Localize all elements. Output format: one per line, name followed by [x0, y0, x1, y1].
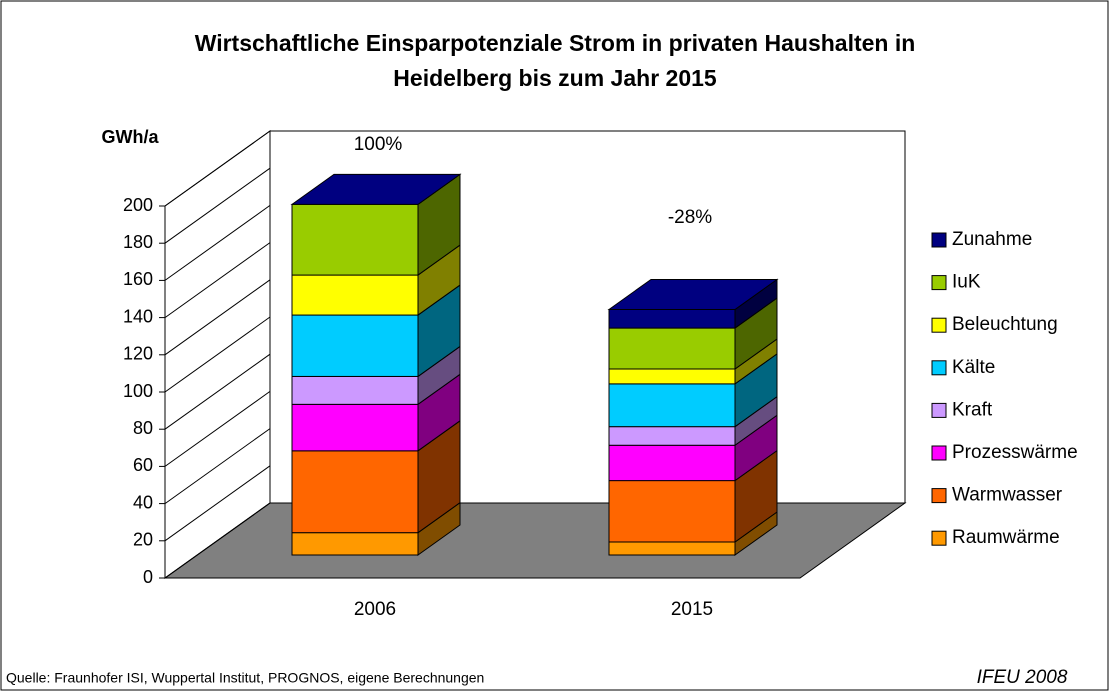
- legend-swatch: [931, 530, 947, 546]
- bar-front: [291, 203, 419, 276]
- y-tick-label: 160: [123, 269, 153, 289]
- y-tick-label: 40: [133, 492, 153, 512]
- grid-line: [164, 130, 271, 207]
- bar-segment: [291, 419, 461, 534]
- y-tick-label: 180: [123, 232, 153, 252]
- bar-front: [608, 383, 736, 428]
- bar-front: [608, 444, 736, 482]
- y-tick-label: 0: [143, 567, 153, 587]
- bar-front: [291, 450, 419, 534]
- grid-line: [164, 502, 271, 579]
- legend-swatch: [931, 488, 947, 504]
- bar-segment: [291, 244, 461, 317]
- legend-swatch: [931, 232, 947, 248]
- bar-segment: [607, 278, 779, 330]
- bar-segment: [608, 352, 778, 428]
- y-tick-label: 60: [133, 455, 153, 475]
- bar-front: [608, 327, 736, 370]
- legend-label: Raumwärme: [952, 527, 1060, 548]
- grid-line: [164, 428, 271, 505]
- bar-front: [291, 274, 419, 316]
- legend-label: Prozesswärme: [952, 442, 1078, 463]
- bar-segment: [291, 345, 461, 406]
- bar-segment: [291, 501, 461, 556]
- bar-front: [608, 308, 736, 329]
- floor: [163, 502, 907, 579]
- bar-segment: [291, 173, 461, 277]
- legend-label: Beleuchtung: [952, 314, 1058, 335]
- bar-front: [608, 480, 736, 543]
- legend-label: Warmwasser: [952, 485, 1063, 506]
- bar-segment: [291, 373, 461, 452]
- legend-swatch: [931, 360, 947, 376]
- bar-top: [607, 278, 779, 310]
- y-tick-label: 200: [123, 195, 153, 215]
- legend-label: Kraft: [952, 399, 993, 420]
- bar-front: [608, 368, 736, 385]
- bar-segment: [608, 511, 778, 556]
- grid-line: [164, 204, 271, 281]
- bar-front: [608, 541, 736, 556]
- annotation: -28%: [668, 207, 712, 228]
- legend-swatch: [931, 317, 947, 333]
- bar-front: [291, 403, 419, 452]
- bar-segment: [608, 414, 778, 482]
- chart-title: Wirtschaftliche Einsparpotenziale Strom …: [195, 30, 916, 56]
- grid-line: [164, 316, 271, 393]
- legend-swatch: [931, 275, 947, 291]
- source: Quelle: Fraunhofer ISI, Wuppertal Instit…: [6, 670, 484, 686]
- bar-top: [290, 173, 462, 205]
- x-tick-label: 2006: [354, 599, 396, 620]
- bar-front: [291, 314, 419, 377]
- bar-segment: [290, 173, 462, 205]
- bar-segment: [608, 297, 778, 370]
- bar-front: [291, 532, 419, 556]
- grid-line: [164, 390, 271, 467]
- legend-swatch: [931, 445, 947, 461]
- chart-subtitle: Heidelberg bis zum Jahr 2015: [393, 65, 717, 91]
- bar-front: [291, 375, 419, 405]
- grid-line: [164, 279, 271, 356]
- annotation: 100%: [354, 134, 403, 155]
- x-tick-label: 2015: [671, 599, 713, 620]
- grid-line: [164, 465, 271, 542]
- legend-label: IuK: [952, 272, 981, 293]
- grid-line: [164, 242, 271, 319]
- legend-label: Kälte: [952, 357, 995, 378]
- credit: IFEU 2008: [977, 667, 1068, 688]
- y-tick-label: 100: [123, 381, 153, 401]
- grid-line: [164, 353, 271, 430]
- y-tick-label: 120: [123, 344, 153, 364]
- y-tick-label: 140: [123, 306, 153, 326]
- y-axis-label: GWh/a: [102, 127, 160, 147]
- grid-line: [164, 167, 271, 244]
- legend-swatch: [931, 402, 947, 418]
- y-tick-label: 20: [133, 530, 153, 550]
- bar-segment: [608, 395, 778, 447]
- legend-label: Zunahme: [952, 229, 1032, 250]
- y-tick-label: 80: [133, 418, 153, 438]
- bar-segment: [608, 449, 778, 543]
- bar-segment: [608, 338, 778, 385]
- bar-front: [608, 426, 736, 446]
